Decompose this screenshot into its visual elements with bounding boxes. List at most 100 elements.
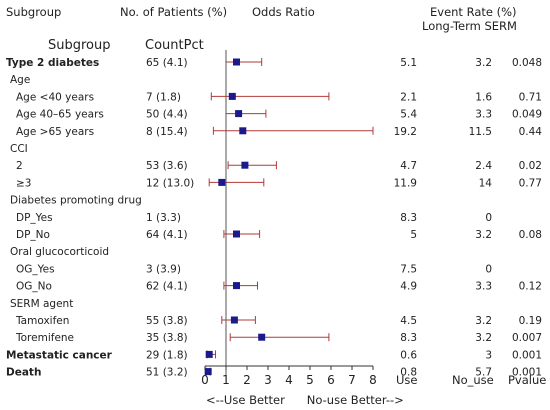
row-no-use-rate: 0 — [485, 212, 492, 224]
row-count: 3 (3.9) — [146, 263, 181, 275]
odds-ratio-point — [218, 178, 226, 186]
odds-ratio-point — [258, 333, 266, 341]
row-no-use-rate: 3.2 — [475, 332, 492, 344]
header-subgroup: Subgroup — [6, 5, 61, 19]
row-label: DP_No — [16, 229, 50, 241]
direction-caption: <--Use Better No-use Better--> — [206, 393, 404, 407]
row-use-rate: 11.9 — [394, 177, 417, 189]
row-label: Age <40 years — [16, 91, 94, 103]
footer-pvalue: Pvalue — [508, 373, 546, 387]
row-count: 51 (3.2) — [146, 367, 188, 379]
row-label: Death — [6, 367, 41, 379]
row-count: 64 (4.1) — [146, 229, 188, 241]
footer-use: Use — [396, 373, 417, 387]
x-tick-label: 2 — [243, 373, 251, 387]
row-label: Type 2 diabetes — [6, 57, 99, 69]
row-label: Oral glucocorticoid — [10, 246, 109, 258]
row-count: 12 (13.0) — [146, 177, 194, 189]
row-count: 35 (3.8) — [146, 332, 188, 344]
x-tick-label: 7 — [348, 373, 356, 387]
row-count: 65 (4.1) — [146, 57, 188, 69]
x-tick-label: 0 — [201, 373, 209, 387]
row-count: 8 (15.4) — [146, 126, 188, 138]
header-patients: No. of Patients (%) — [120, 5, 227, 19]
x-tick-label: 5 — [306, 373, 314, 387]
row-use-rate: 0.8 — [400, 367, 417, 379]
row-no-use-rate: 0 — [485, 263, 492, 275]
row-use-rate: 0.6 — [400, 349, 417, 361]
row-no-use-rate: 11.5 — [469, 126, 492, 138]
row-no-use-rate: 2.4 — [475, 160, 492, 172]
row-count: 1 (3.3) — [146, 212, 181, 224]
row-no-use-rate: 3.3 — [475, 281, 492, 293]
row-label: ≥3 — [16, 177, 31, 189]
x-tick-label: 6 — [327, 373, 335, 387]
row-use-rate: 4.7 — [400, 160, 417, 172]
row-pvalue: 0.001 — [512, 367, 542, 379]
x-tick-label: 1 — [222, 373, 230, 387]
row-no-use-rate: 5.7 — [475, 367, 492, 379]
row-use-rate: 19.2 — [394, 126, 417, 138]
row-no-use-rate: 3.2 — [475, 315, 492, 327]
row-no-use-rate: 14 — [479, 177, 493, 189]
row-use-rate: 8.3 — [400, 212, 417, 224]
header-event-rate: Event Rate (%) — [430, 5, 517, 19]
row-count: 29 (1.8) — [146, 349, 188, 361]
odds-ratio-point — [241, 161, 249, 169]
row-label: OG_Yes — [16, 263, 55, 275]
odds-ratio-point — [204, 368, 212, 376]
row-count: 50 (4.4) — [146, 109, 188, 121]
row-no-use-rate: 1.6 — [475, 91, 492, 103]
row-pvalue: 0.44 — [519, 126, 543, 138]
row-count: 62 (4.1) — [146, 281, 188, 293]
subheader-subgroup: Subgroup — [48, 38, 111, 53]
row-no-use-rate: 3 — [485, 349, 492, 361]
odds-ratio-point — [205, 350, 213, 358]
x-tick-label: 4 — [285, 373, 293, 387]
row-no-use-rate: 3.2 — [475, 229, 492, 241]
header-long-term-serm: Long-Term SERM — [422, 19, 517, 33]
x-tick-label: 3 — [264, 373, 272, 387]
row-label: Diabetes promoting drug — [10, 195, 142, 207]
row-label: Tamoxifen — [15, 315, 69, 327]
row-label: Age — [10, 74, 30, 86]
row-label: OG_No — [16, 281, 52, 293]
row-count: 7 (1.8) — [146, 91, 181, 103]
odds-ratio-point — [230, 316, 238, 324]
odds-ratio-point — [235, 110, 243, 118]
row-label: Age >65 years — [16, 126, 94, 138]
row-pvalue: 0.19 — [519, 315, 542, 327]
row-no-use-rate: 3.3 — [475, 109, 492, 121]
row-pvalue: 0.048 — [512, 57, 542, 69]
row-no-use-rate: 3.2 — [475, 57, 492, 69]
row-label: CCI — [10, 143, 28, 155]
row-label: DP_Yes — [16, 212, 53, 224]
odds-ratio-point — [239, 127, 247, 135]
odds-ratio-point — [233, 282, 240, 290]
row-label: SERM agent — [10, 298, 73, 310]
odds-ratio-point — [233, 230, 240, 238]
row-count: 53 (3.6) — [146, 160, 188, 172]
footer-no-use: No_use — [452, 373, 494, 387]
row-use-rate: 5 — [410, 229, 417, 241]
row-use-rate: 5.1 — [400, 57, 417, 69]
row-pvalue: 0.02 — [519, 160, 542, 172]
row-count: 55 (3.8) — [146, 315, 188, 327]
rows-layer: Type 2 diabetes 65 (4.1) 5.1 3.2 0.048 Age Age… — [6, 57, 542, 379]
row-pvalue: 0.08 — [519, 229, 542, 241]
row-label: Toremifene — [15, 332, 74, 344]
odds-ratio-point — [228, 92, 236, 100]
row-use-rate: 2.1 — [400, 91, 417, 103]
row-pvalue: 0.049 — [512, 109, 542, 121]
row-label: Metastatic cancer — [6, 349, 113, 361]
row-use-rate: 4.5 — [400, 315, 417, 327]
row-label: Age 40–65 years — [16, 109, 104, 121]
row-pvalue: 0.12 — [519, 281, 542, 293]
header-odds-ratio: Odds Ratio — [252, 5, 315, 19]
row-use-rate: 7.5 — [400, 263, 417, 275]
row-pvalue: 0.007 — [512, 332, 542, 344]
row-use-rate: 4.9 — [400, 281, 417, 293]
row-pvalue: 0.001 — [512, 349, 542, 361]
